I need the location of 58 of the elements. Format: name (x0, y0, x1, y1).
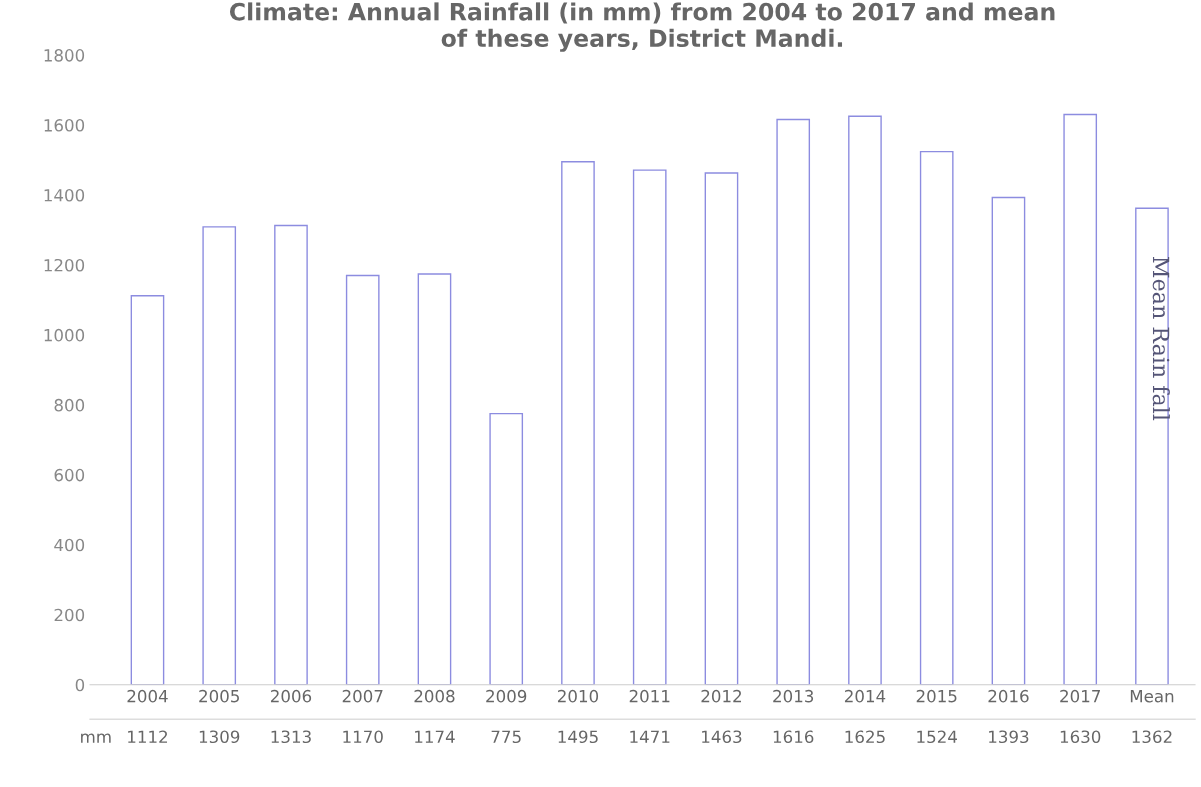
bar (776, 118, 811, 685)
data-label: 1471 (630, 730, 670, 743)
x-tick-label: 2011 (629, 689, 670, 703)
y-tick-label: 1800 (44, 49, 85, 62)
x-tick-label: 2015 (916, 689, 957, 703)
y-tick-label: 200 (54, 608, 85, 622)
data-label: 1393 (989, 730, 1029, 744)
bar (345, 274, 380, 685)
y-tick-label: 1200 (44, 258, 85, 272)
text: mm (81, 733, 111, 743)
bar (1063, 113, 1098, 685)
bar (919, 150, 954, 685)
x-tick-label: 2017 (1060, 689, 1100, 703)
data-label: 1313 (271, 730, 311, 744)
data-label: 1495 (558, 730, 598, 744)
y-tick-label: 0 (75, 678, 85, 692)
x-tick-label: 2010 (557, 689, 599, 703)
bar (417, 273, 452, 685)
data-label: 1170 (343, 730, 383, 744)
y-tick-label: 1400 (44, 188, 85, 202)
bar (489, 412, 524, 685)
bar (1135, 207, 1169, 685)
x-tick-label: Mean (1130, 690, 1174, 703)
bar (704, 172, 739, 685)
data-label: 1463 (702, 730, 742, 744)
x-tick-label: 2008 (414, 689, 455, 703)
data-label: 1524 (917, 730, 957, 744)
bar (561, 161, 595, 685)
data-label: 1174 (415, 730, 455, 743)
x-tick-label: 2006 (270, 689, 312, 703)
data-label: 1630 (1060, 730, 1101, 744)
data-label: 1625 (845, 730, 885, 744)
bar (274, 224, 308, 685)
x-tick-label: 2012 (701, 689, 741, 703)
y-tick-label: 1000 (44, 328, 85, 342)
bar (848, 115, 882, 685)
bar (632, 169, 667, 685)
data-label: 1362 (1132, 730, 1172, 744)
data-label: 1616 (773, 730, 814, 744)
x-tick-label: 2005 (199, 689, 239, 703)
x-tick-label: 2004 (127, 689, 168, 703)
y-tick-label: 600 (54, 468, 85, 482)
x-tick-label: 2007 (342, 689, 383, 703)
annotation: Mean Rain fall (1152, 256, 1170, 421)
y-tick-label: 1600 (44, 119, 85, 132)
bar (202, 226, 237, 685)
y-tick-label: 800 (54, 398, 85, 412)
bar (130, 295, 165, 685)
chart-title: Climate: Annual Rainfall (in mm) from 2004 to 2017 and mean of these years, District Mandi. (229, 2, 1055, 52)
x-tick-label: 2016 (988, 689, 1029, 703)
x-tick-label: 2013 (773, 689, 814, 703)
data-label: 1309 (199, 730, 240, 744)
x-tick-label: 2014 (844, 689, 886, 703)
y-tick-label: 400 (54, 538, 85, 552)
x-tick-label: 2009 (486, 689, 527, 703)
bar (991, 196, 1026, 685)
data-label: 775 (491, 730, 521, 744)
data-label: 1112 (128, 730, 168, 743)
